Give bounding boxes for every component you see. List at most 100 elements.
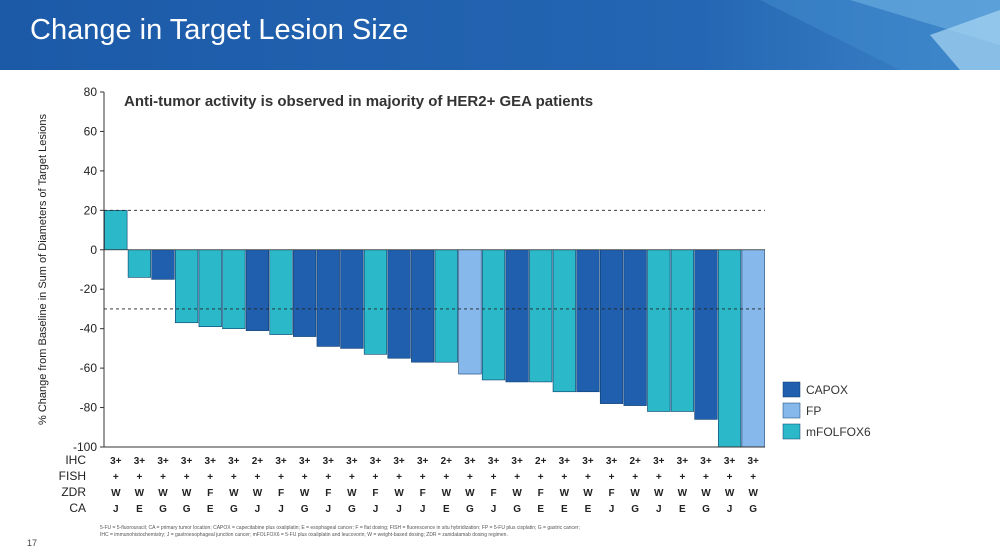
- cell-zdr: F: [538, 488, 544, 499]
- cell-ihc: 3+: [181, 456, 193, 467]
- bar-12: [363, 249, 388, 355]
- bar-22: [599, 249, 624, 404]
- cell-zdr: F: [490, 488, 496, 499]
- cell-fish: +: [538, 472, 544, 483]
- cell-fish: +: [727, 472, 733, 483]
- cell-fish: +: [632, 472, 638, 483]
- cell-ihc: 2+: [252, 456, 264, 467]
- bar-11: [340, 249, 364, 349]
- cell-zdr: W: [748, 488, 758, 499]
- cell-ihc: 3+: [511, 456, 523, 467]
- cell-ihc: 3+: [346, 456, 358, 467]
- cell-ca: E: [443, 504, 450, 515]
- cell-ihc: 2+: [629, 456, 641, 467]
- cell-zdr: W: [253, 488, 263, 499]
- cell-fish: +: [679, 472, 685, 483]
- cell-ihc: 3+: [370, 456, 382, 467]
- cell-ca: J: [396, 504, 402, 515]
- footnote-line-1: 5-FU = 5-fluorouracil; CA = primary tumo…: [100, 525, 580, 531]
- cell-fish: +: [656, 472, 662, 483]
- cell-ihc: 3+: [228, 456, 240, 467]
- cell-fish: +: [184, 472, 190, 483]
- row-label-ca: CA: [69, 501, 86, 515]
- cell-zdr: W: [111, 488, 121, 499]
- cell-ca: J: [373, 504, 379, 515]
- cell-zdr: W: [229, 488, 239, 499]
- cell-ca: G: [301, 504, 309, 515]
- cell-ca: G: [348, 504, 356, 515]
- slide-header: Change in Target Lesion Size: [0, 0, 1000, 70]
- cell-ca: E: [679, 504, 686, 515]
- cell-ihc: 3+: [157, 456, 169, 467]
- cell-ca: J: [656, 504, 662, 515]
- bar-6: [222, 249, 246, 329]
- cell-ca: E: [537, 504, 544, 515]
- bar-13: [387, 249, 411, 359]
- cell-ca: G: [513, 504, 521, 515]
- cell-zdr: W: [158, 488, 168, 499]
- cell-zdr: W: [182, 488, 192, 499]
- cell-zdr: F: [278, 488, 284, 499]
- slide-title: Change in Target Lesion Size: [30, 14, 409, 46]
- cell-ihc: 3+: [677, 456, 689, 467]
- cell-zdr: W: [678, 488, 688, 499]
- cell-zdr: W: [442, 488, 452, 499]
- bar-15: [434, 249, 458, 363]
- cell-ca: G: [230, 504, 238, 515]
- legend-label-capox: CAPOX: [806, 383, 848, 397]
- cell-ihc: 3+: [582, 456, 594, 467]
- footnote-line-2: IHC = immunohistochemistry; J = gastroes…: [100, 532, 508, 538]
- cell-fish: +: [207, 472, 213, 483]
- y-tick-label: 60: [84, 124, 98, 138]
- cell-fish: +: [585, 472, 591, 483]
- cell-ihc: 3+: [464, 456, 476, 467]
- header-decoration: [760, 0, 1000, 70]
- y-tick-label: 20: [84, 203, 98, 217]
- cell-zdr: W: [135, 488, 145, 499]
- y-tick-label: -20: [80, 282, 98, 296]
- cell-ihc: 3+: [606, 456, 618, 467]
- cell-ihc: 3+: [417, 456, 429, 467]
- bar-17: [481, 249, 506, 381]
- legend-swatch-fp: [782, 402, 801, 419]
- row-label-zdr: ZDR: [61, 485, 86, 499]
- cell-ca: J: [113, 504, 119, 515]
- y-tick-label: -80: [80, 401, 98, 415]
- cell-ihc: 3+: [724, 456, 736, 467]
- cell-ihc: 2+: [535, 456, 547, 467]
- cell-zdr: F: [372, 488, 378, 499]
- cell-ca: G: [183, 504, 191, 515]
- cell-ca: G: [749, 504, 757, 515]
- y-tick-label: 40: [84, 164, 98, 178]
- cell-zdr: W: [654, 488, 664, 499]
- cell-fish: +: [136, 472, 142, 483]
- cell-fish: +: [750, 472, 756, 483]
- cell-ca: J: [255, 504, 261, 515]
- legend-swatch-mfolfox6: [782, 423, 801, 440]
- cell-fish: +: [278, 472, 284, 483]
- cell-ca: G: [631, 504, 639, 515]
- cell-ca: J: [278, 504, 284, 515]
- cell-ca: E: [207, 504, 214, 515]
- cell-fish: +: [443, 472, 449, 483]
- cell-ca: G: [466, 504, 474, 515]
- cell-ca: J: [727, 504, 733, 515]
- cell-ihc: 3+: [653, 456, 665, 467]
- cell-zdr: W: [512, 488, 522, 499]
- cell-fish: +: [396, 472, 402, 483]
- cell-zdr: W: [630, 488, 640, 499]
- chart-container: Anti-tumor activity is observed in major…: [0, 72, 1000, 527]
- cell-fish: +: [420, 472, 426, 483]
- cell-ca: G: [702, 504, 710, 515]
- y-tick-label: -60: [80, 361, 98, 375]
- cell-fish: +: [491, 472, 497, 483]
- cell-ihc: 3+: [275, 456, 287, 467]
- bar-24: [647, 249, 671, 412]
- bar-18: [505, 249, 529, 383]
- cell-zdr: W: [701, 488, 711, 499]
- bar-16: [458, 249, 482, 375]
- cell-ihc: 3+: [488, 456, 500, 467]
- cell-ca: E: [561, 504, 568, 515]
- cell-fish: +: [703, 472, 709, 483]
- bar-1: [104, 210, 128, 251]
